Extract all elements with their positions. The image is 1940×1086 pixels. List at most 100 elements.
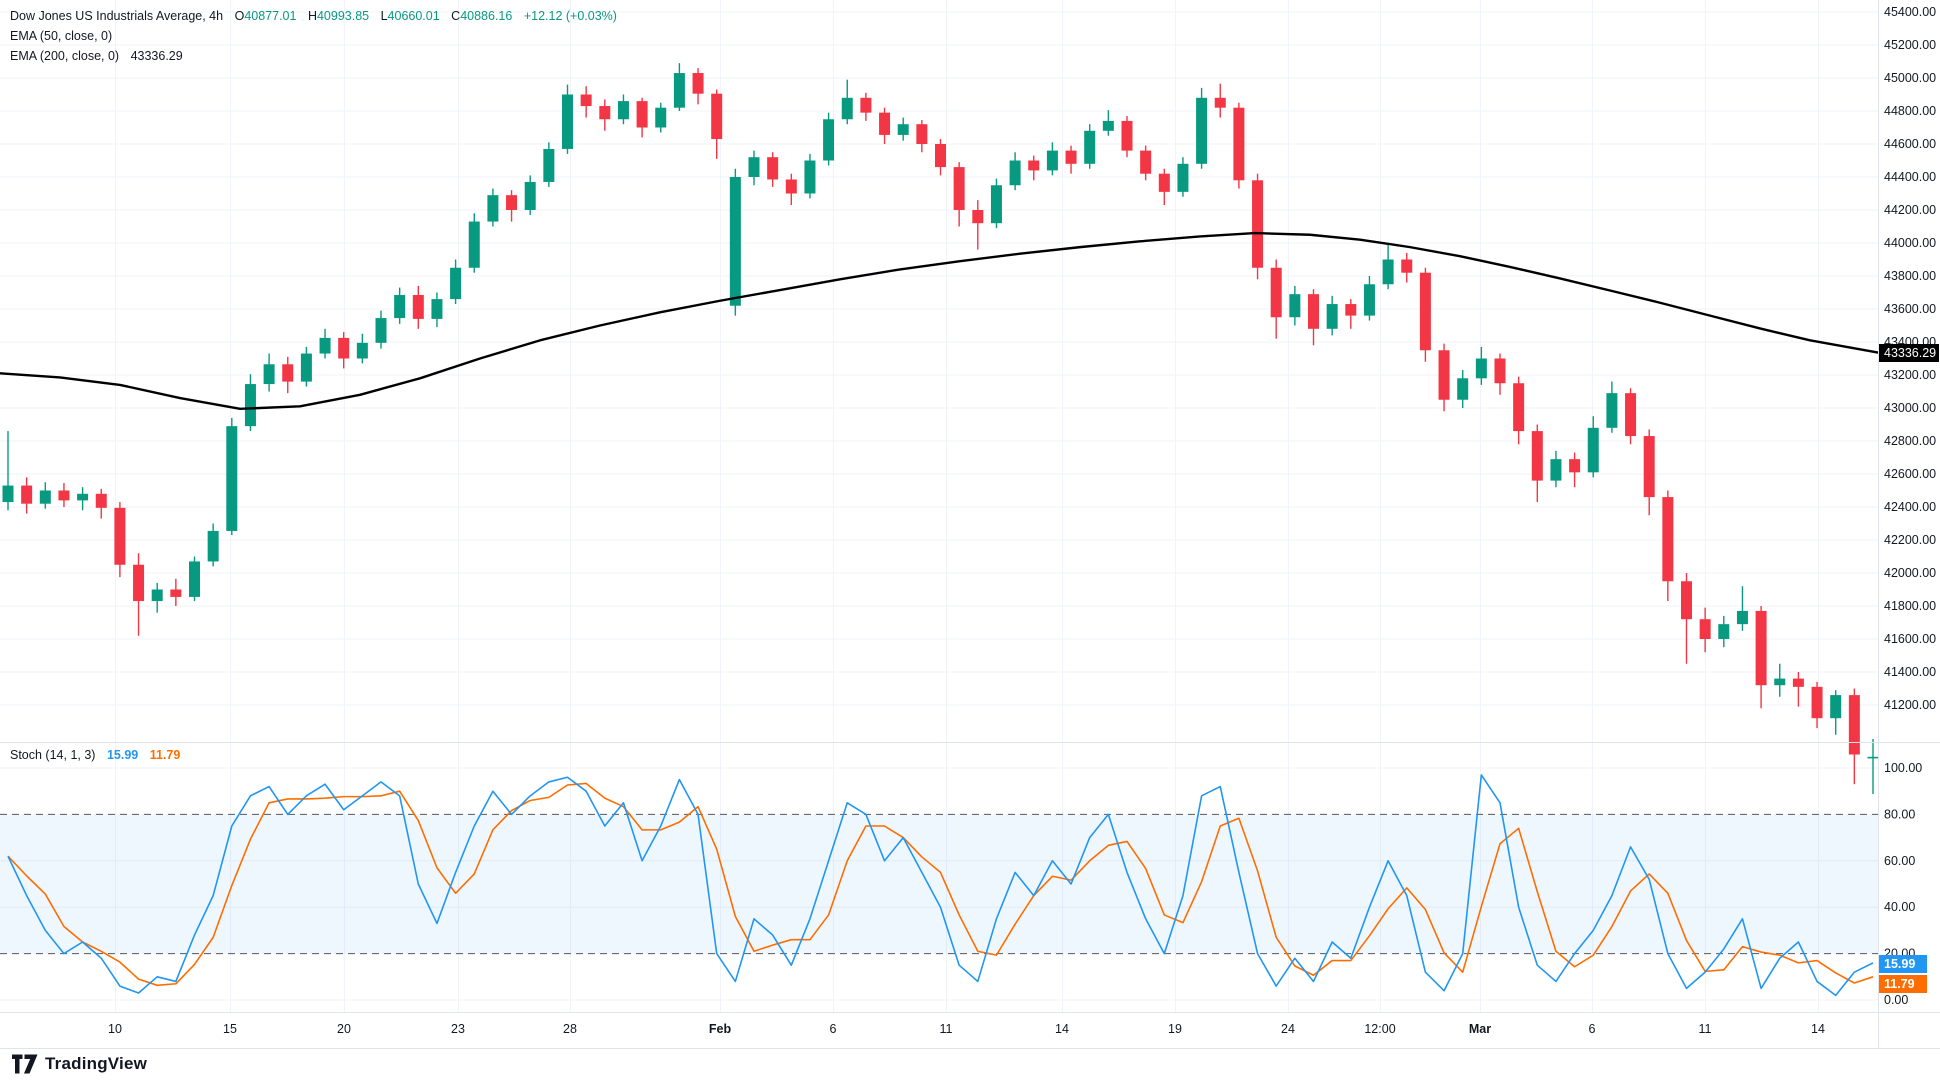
candle-body xyxy=(506,195,518,210)
candle-body xyxy=(39,490,51,504)
price-axis-label: 42000.00 xyxy=(1884,566,1936,580)
time-axis-label: 12:00 xyxy=(1364,1022,1395,1036)
candle-body xyxy=(1177,163,1189,192)
time-axis[interactable]: 10 15 20 23 28 Feb 6 11 14 19 24 12:00 Mar 6 11 14 xyxy=(108,1022,1825,1036)
time-axis-label: 19 xyxy=(1168,1022,1182,1036)
symbol-legend-row[interactable]: Dow Jones US Industrials Average, 4h O 40… xyxy=(10,6,617,26)
ema200-price-badge xyxy=(1879,344,1939,362)
candle-body xyxy=(1214,97,1226,108)
candle-body xyxy=(972,210,984,224)
change-value: +12.12 (+0.03%) xyxy=(523,9,617,23)
time-axis-label: 24 xyxy=(1281,1022,1295,1036)
tradingview-logo-icon xyxy=(12,1053,38,1075)
candle-body xyxy=(170,589,182,597)
candle-body xyxy=(1233,107,1245,181)
candle-body xyxy=(1289,294,1301,318)
candle-body xyxy=(1475,358,1487,379)
ema50-label: EMA (50, close, 0) xyxy=(10,29,113,43)
close-value: 40886.16 xyxy=(460,9,513,23)
stoch-band xyxy=(0,813,1878,955)
candle-body xyxy=(1252,180,1264,268)
time-axis-label: Feb xyxy=(709,1022,732,1036)
candle-body xyxy=(1009,160,1021,186)
candle-body xyxy=(897,124,909,135)
candle-body xyxy=(1121,120,1133,151)
candlestick-series[interactable] xyxy=(2,63,1879,795)
tradingview-logo[interactable]: TradingView xyxy=(12,1053,147,1075)
time-axis-label: 14 xyxy=(1055,1022,1069,1036)
stoch-legend-row[interactable]: Stoch (14, 1, 3) 15.99 11.79 xyxy=(10,748,180,762)
ema50-legend-row[interactable]: EMA (50, close, 0) xyxy=(10,26,617,46)
candle-body xyxy=(356,342,368,359)
candle-body xyxy=(748,157,760,177)
stoch-lines[interactable] xyxy=(7,774,1874,997)
stoch-k-value: 15.99 xyxy=(106,748,139,762)
price-axis-label: 43800.00 xyxy=(1884,269,1936,283)
candle-body xyxy=(133,564,145,602)
candle-body xyxy=(263,364,275,385)
candle-body xyxy=(450,267,462,300)
candle-body xyxy=(1438,350,1450,400)
price-axis-label: 42600.00 xyxy=(1884,467,1936,481)
candle-body xyxy=(95,493,107,508)
candle-body xyxy=(1345,304,1357,316)
candle-body xyxy=(468,221,480,268)
candle-body xyxy=(300,353,312,382)
price-axis-label: 41800.00 xyxy=(1884,599,1936,613)
candle-body xyxy=(785,179,797,194)
low-label: L xyxy=(380,9,388,23)
candle-body xyxy=(804,160,816,194)
candle-body xyxy=(692,73,704,94)
candle-body xyxy=(599,106,611,120)
candle-body xyxy=(636,101,648,128)
high-label: H xyxy=(307,9,317,23)
symbol-title: Dow Jones US Industrials Average, 4h xyxy=(10,9,224,23)
ema200-line[interactable] xyxy=(0,231,1880,411)
price-axis-label: 45200.00 xyxy=(1884,38,1936,52)
candle-body xyxy=(487,195,499,222)
stoch-axis-label: 60.00 xyxy=(1884,854,1915,868)
candle-body xyxy=(21,485,33,504)
candle-body xyxy=(1140,150,1152,174)
candle-body xyxy=(114,507,126,565)
candle-body xyxy=(1382,259,1394,285)
candle-body xyxy=(1736,610,1748,625)
candle-body xyxy=(1494,358,1506,384)
candle-body xyxy=(1606,393,1618,428)
candle-body xyxy=(1363,284,1375,316)
time-axis-label: 6 xyxy=(830,1022,837,1036)
candle-body xyxy=(1065,150,1077,164)
candle-body xyxy=(1513,383,1525,432)
candle-body xyxy=(1811,686,1823,719)
price-axis-label: 44600.00 xyxy=(1884,137,1936,151)
candle-body xyxy=(617,101,629,120)
ema200-legend-row[interactable]: EMA (200, close, 0) 43336.29 xyxy=(10,46,617,66)
candle-body xyxy=(282,364,294,382)
candle-body xyxy=(431,299,443,319)
price-axis-label: 44400.00 xyxy=(1884,170,1936,184)
high-value: 40993.85 xyxy=(316,9,370,23)
price-axis[interactable]: 45400.00 45200.00 45000.00 44800.00 44600.00… xyxy=(1879,5,1939,712)
stoch-axis-label: 40.00 xyxy=(1884,900,1915,914)
candle-body xyxy=(1774,678,1786,686)
open-label: O xyxy=(234,9,245,23)
candle-body xyxy=(1848,695,1860,755)
candle-body xyxy=(1643,436,1655,498)
close-label: C xyxy=(451,9,461,23)
candle-body xyxy=(375,318,387,343)
candle-body xyxy=(2,485,14,503)
candle-body xyxy=(543,148,555,182)
candle-body xyxy=(841,97,853,120)
time-axis-label: Mar xyxy=(1469,1022,1491,1036)
candle-body xyxy=(189,561,200,597)
candle-body xyxy=(1102,120,1114,131)
candle-body xyxy=(1867,756,1879,759)
price-axis-label: 41200.00 xyxy=(1884,698,1936,712)
candle-body xyxy=(823,119,835,161)
price-axis-label: 42800.00 xyxy=(1884,434,1936,448)
candle-body xyxy=(655,107,667,128)
candle-body xyxy=(562,94,573,149)
candle-body xyxy=(935,144,946,168)
